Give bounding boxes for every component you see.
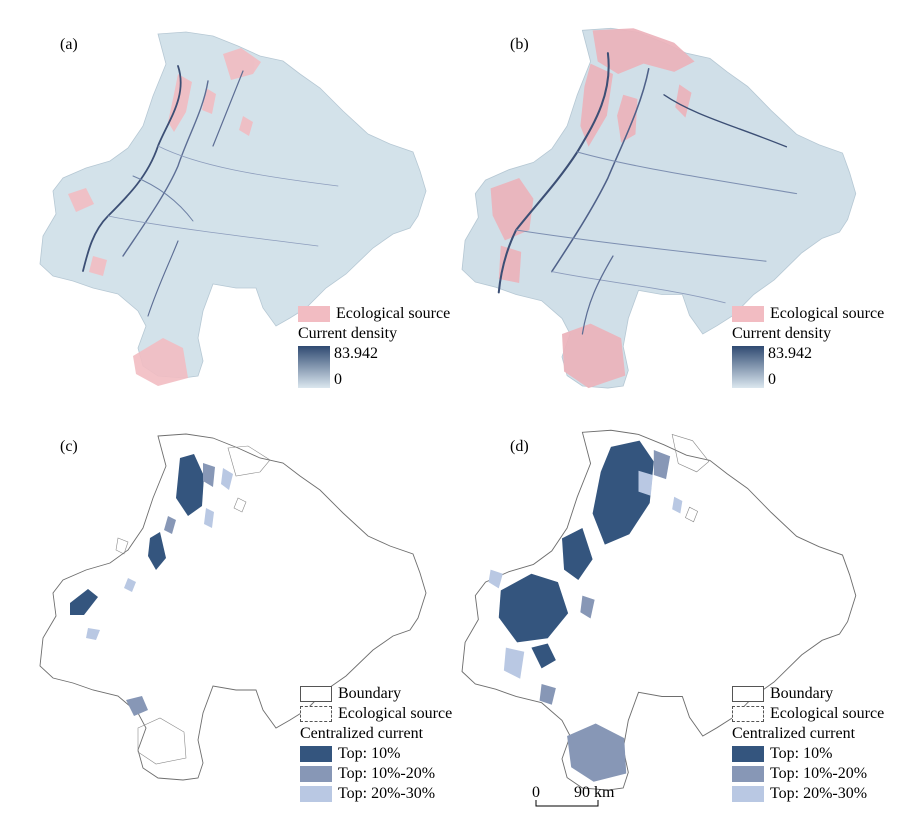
legend-source-label: Ecological source [770, 305, 885, 322]
panel-d: (d) [458, 424, 878, 794]
ecological-source-outline-swatch [732, 706, 764, 722]
top10-swatch [300, 746, 332, 762]
legend-title: Current density [732, 325, 832, 342]
legend-title: Centralized current [300, 725, 424, 742]
map-b [461, 27, 857, 389]
panel-label-b: (b) [510, 36, 529, 53]
top10-20-swatch [732, 766, 764, 782]
legend-boundary-label: Boundary [338, 685, 402, 702]
scale-bar: 0 90 km [524, 784, 634, 812]
ecological-sources-b [490, 28, 695, 389]
panel-label-c: (c) [60, 438, 78, 455]
map-c [39, 433, 427, 781]
scale-distance: 90 km [574, 784, 615, 801]
panel-b: (b) [458, 22, 878, 392]
density-gradient [732, 346, 764, 388]
panel-a: (a) [38, 26, 448, 386]
top10-swatch [732, 746, 764, 762]
centralized-top30-d [488, 470, 683, 679]
density-max: 83.942 [334, 345, 378, 362]
panel-label-a: (a) [60, 36, 78, 53]
top10-20-swatch [300, 766, 332, 782]
legend-source-label: Ecological source [336, 305, 451, 322]
centralized-top20-d [539, 450, 671, 782]
legend-title: Centralized current [732, 725, 856, 742]
panel-c: (c) [38, 428, 448, 788]
corridors-b [497, 52, 798, 335]
legend-source-label: Ecological source [770, 705, 885, 722]
centralized-top30-c [86, 468, 233, 640]
density-min: 0 [334, 371, 342, 388]
ecological-source-outlines-c [115, 445, 271, 765]
map-a [39, 31, 427, 386]
density-min: 0 [768, 371, 776, 388]
ecological-source-swatch [298, 306, 330, 322]
top20-30-swatch [300, 786, 332, 802]
ecological-source-swatch [732, 306, 764, 322]
scale-bar-line [535, 800, 599, 807]
legend-source-label: Ecological source [338, 705, 453, 722]
centralized-top10-d [498, 440, 654, 669]
boundary-swatch [732, 686, 764, 702]
legend-centralized-c: Boundary Ecological source Centralized c… [300, 684, 452, 804]
panel-label-d: (d) [510, 438, 529, 455]
boundary-swatch [300, 686, 332, 702]
legend-title: Current density [298, 325, 398, 342]
ecological-sources-a [68, 48, 261, 386]
top20-30-swatch [732, 786, 764, 802]
centralized-top20-c [126, 463, 215, 716]
ecological-source-outline-swatch [300, 706, 332, 722]
legend-item-label: Top: 10% [770, 745, 833, 762]
legend-item-label: Top: 20%-30% [338, 785, 436, 802]
legend-item-label: Top: 10% [338, 745, 401, 762]
legend-density-b: Ecological source Current density 83.942… [732, 304, 884, 388]
map-d [461, 429, 857, 791]
legend-item-label: Top: 20%-30% [770, 785, 868, 802]
corridors-a [82, 65, 339, 317]
legend-density-a: Ecological source Current density 83.942… [298, 304, 450, 388]
legend-item-label: Top: 10%-20% [338, 765, 436, 782]
centralized-top10-c [70, 454, 204, 615]
legend-centralized-d: Boundary Ecological source Centralized c… [732, 684, 884, 804]
ecological-source-outlines-d [671, 433, 710, 523]
legend-boundary-label: Boundary [770, 685, 834, 702]
scale-zero: 0 [532, 784, 540, 801]
density-gradient [298, 346, 330, 388]
legend-item-label: Top: 10%-20% [770, 765, 868, 782]
density-max: 83.942 [768, 345, 812, 362]
